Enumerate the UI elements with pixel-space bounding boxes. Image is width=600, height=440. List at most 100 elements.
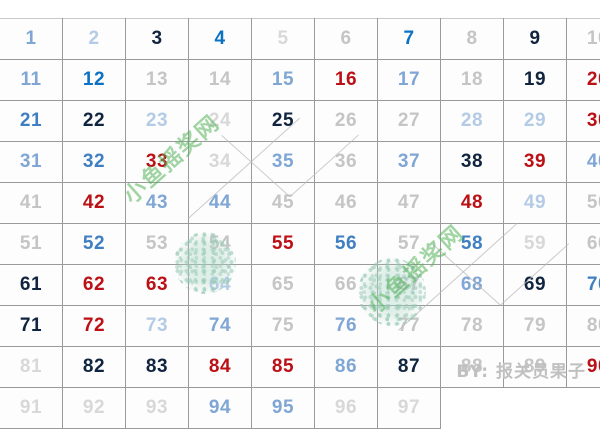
number-cell[interactable]: 83 xyxy=(125,346,189,388)
number-cell[interactable]: 8 xyxy=(440,18,504,60)
number-cell[interactable]: 61 xyxy=(0,264,63,306)
number-cell[interactable]: 6 xyxy=(314,18,378,60)
number-cell[interactable]: 37 xyxy=(377,141,441,183)
number-cell[interactable]: 52 xyxy=(62,223,126,265)
number-cell[interactable]: 27 xyxy=(377,100,441,142)
number-cell[interactable]: 87 xyxy=(377,346,441,388)
number-cell[interactable]: 59 xyxy=(503,223,567,265)
number-cell[interactable]: 80 xyxy=(566,305,600,347)
number-cell[interactable]: 24 xyxy=(188,100,252,142)
number-cell[interactable]: 68 xyxy=(440,264,504,306)
number-cell[interactable]: 73 xyxy=(125,305,189,347)
number-cell[interactable]: 67 xyxy=(377,264,441,306)
number-cell[interactable]: 2 xyxy=(62,18,126,60)
number-cell[interactable]: 93 xyxy=(125,387,189,429)
number-cell[interactable]: 54 xyxy=(188,223,252,265)
number-cell[interactable]: 4 xyxy=(188,18,252,60)
number-cell[interactable]: 89 xyxy=(503,346,567,388)
number-cell[interactable]: 15 xyxy=(251,59,315,101)
number-cell[interactable]: 45 xyxy=(251,182,315,224)
number-cell[interactable]: 44 xyxy=(188,182,252,224)
number-cell[interactable]: 95 xyxy=(251,387,315,429)
number-cell[interactable]: 84 xyxy=(188,346,252,388)
number-cell[interactable]: 85 xyxy=(251,346,315,388)
number-cell[interactable]: 5 xyxy=(251,18,315,60)
number-cell[interactable]: 55 xyxy=(251,223,315,265)
number-cell[interactable]: 77 xyxy=(377,305,441,347)
number-cell[interactable]: 40 xyxy=(566,141,600,183)
number-cell[interactable]: 12 xyxy=(62,59,126,101)
number-cell[interactable]: 79 xyxy=(503,305,567,347)
number-cell-empty xyxy=(503,387,567,429)
number-cell[interactable]: 35 xyxy=(251,141,315,183)
number-cell[interactable]: 62 xyxy=(62,264,126,306)
number-cell[interactable]: 92 xyxy=(62,387,126,429)
number-cell[interactable]: 32 xyxy=(62,141,126,183)
number-cell[interactable]: 16 xyxy=(314,59,378,101)
number-cell[interactable]: 69 xyxy=(503,264,567,306)
number-cell[interactable]: 94 xyxy=(188,387,252,429)
number-cell[interactable]: 11 xyxy=(0,59,63,101)
number-cell[interactable]: 91 xyxy=(0,387,63,429)
number-cell[interactable]: 82 xyxy=(62,346,126,388)
number-cell[interactable]: 38 xyxy=(440,141,504,183)
number-cell[interactable]: 17 xyxy=(377,59,441,101)
number-cell[interactable]: 7 xyxy=(377,18,441,60)
number-label: 61 xyxy=(19,274,43,295)
number-cell[interactable]: 74 xyxy=(188,305,252,347)
number-cell[interactable]: 36 xyxy=(314,141,378,183)
number-cell[interactable]: 19 xyxy=(503,59,567,101)
number-cell[interactable]: 49 xyxy=(503,182,567,224)
number-cell[interactable]: 71 xyxy=(0,305,63,347)
number-cell[interactable]: 22 xyxy=(62,100,126,142)
number-cell[interactable]: 56 xyxy=(314,223,378,265)
number-cell[interactable]: 88 xyxy=(440,346,504,388)
number-cell[interactable]: 90 xyxy=(566,346,600,388)
number-cell[interactable]: 3 xyxy=(125,18,189,60)
number-cell[interactable]: 41 xyxy=(0,182,63,224)
number-cell[interactable]: 97 xyxy=(377,387,441,429)
number-cell[interactable]: 57 xyxy=(377,223,441,265)
number-cell[interactable]: 23 xyxy=(125,100,189,142)
number-cell[interactable]: 81 xyxy=(0,346,63,388)
number-cell[interactable]: 9 xyxy=(503,18,567,60)
number-cell[interactable]: 65 xyxy=(251,264,315,306)
number-cell[interactable]: 47 xyxy=(377,182,441,224)
number-cell[interactable]: 29 xyxy=(503,100,567,142)
number-cell[interactable]: 96 xyxy=(314,387,378,429)
number-cell[interactable]: 46 xyxy=(314,182,378,224)
number-cell[interactable]: 53 xyxy=(125,223,189,265)
number-cell[interactable]: 20 xyxy=(566,59,600,101)
number-cell[interactable]: 18 xyxy=(440,59,504,101)
number-cell[interactable]: 26 xyxy=(314,100,378,142)
number-cell[interactable]: 25 xyxy=(251,100,315,142)
number-cell[interactable]: 33 xyxy=(125,141,189,183)
number-cell[interactable]: 28 xyxy=(440,100,504,142)
number-cell[interactable]: 13 xyxy=(125,59,189,101)
number-cell[interactable]: 48 xyxy=(440,182,504,224)
number-cell[interactable]: 14 xyxy=(188,59,252,101)
number-label: 67 xyxy=(397,274,421,295)
number-cell[interactable]: 50 xyxy=(566,182,600,224)
number-cell[interactable]: 21 xyxy=(0,100,63,142)
number-cell[interactable]: 30 xyxy=(566,100,600,142)
number-cell[interactable]: 63 xyxy=(125,264,189,306)
number-cell[interactable]: 10 xyxy=(566,18,600,60)
number-cell[interactable]: 60 xyxy=(566,223,600,265)
number-cell[interactable]: 72 xyxy=(62,305,126,347)
number-cell[interactable]: 34 xyxy=(188,141,252,183)
number-cell[interactable]: 58 xyxy=(440,223,504,265)
number-cell[interactable]: 39 xyxy=(503,141,567,183)
number-cell[interactable]: 31 xyxy=(0,141,63,183)
number-cell[interactable]: 1 xyxy=(0,18,63,60)
number-cell[interactable]: 66 xyxy=(314,264,378,306)
number-cell[interactable]: 64 xyxy=(188,264,252,306)
number-cell[interactable]: 70 xyxy=(566,264,600,306)
number-cell[interactable]: 76 xyxy=(314,305,378,347)
number-cell[interactable]: 42 xyxy=(62,182,126,224)
number-cell[interactable]: 51 xyxy=(0,223,63,265)
number-cell[interactable]: 78 xyxy=(440,305,504,347)
number-cell[interactable]: 43 xyxy=(125,182,189,224)
number-cell[interactable]: 86 xyxy=(314,346,378,388)
number-cell[interactable]: 75 xyxy=(251,305,315,347)
